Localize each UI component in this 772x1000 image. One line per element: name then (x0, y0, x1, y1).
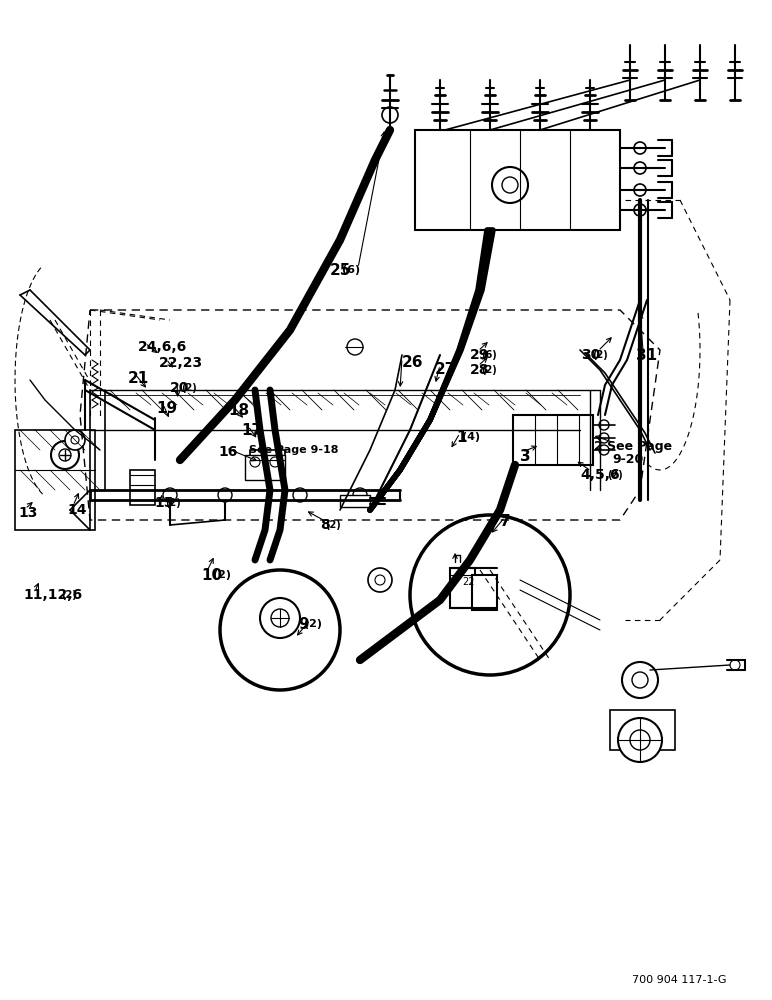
Text: See Page 9-18: See Page 9-18 (249, 445, 338, 455)
Text: 27: 27 (435, 362, 456, 377)
Text: (2): (2) (165, 498, 181, 508)
Circle shape (599, 420, 609, 430)
Circle shape (599, 433, 609, 443)
Text: 11,12,6: 11,12,6 (23, 588, 82, 602)
Text: 10: 10 (201, 568, 222, 583)
Text: 21: 21 (128, 371, 149, 386)
Circle shape (375, 575, 385, 585)
Circle shape (632, 672, 648, 688)
Text: (2): (2) (592, 350, 608, 360)
Circle shape (260, 598, 300, 638)
Text: (2): (2) (481, 365, 496, 375)
Text: 20: 20 (170, 381, 189, 395)
Text: 14: 14 (67, 503, 86, 517)
Circle shape (634, 184, 646, 196)
Text: 17: 17 (241, 423, 262, 438)
Bar (610, 710, 675, 750)
Text: (2): (2) (326, 520, 341, 530)
Text: 8: 8 (320, 518, 330, 532)
Text: 29: 29 (470, 348, 489, 362)
Text: (4): (4) (462, 432, 480, 442)
Text: 26: 26 (402, 355, 424, 370)
Bar (250, 450, 285, 470)
Text: 2 See Page: 2 See Page (594, 440, 672, 453)
Text: 30: 30 (581, 348, 601, 362)
Text: 18: 18 (228, 403, 249, 418)
Text: 28: 28 (470, 363, 489, 377)
Circle shape (220, 570, 340, 690)
Circle shape (634, 142, 646, 154)
Circle shape (353, 488, 367, 502)
Bar (15, 430, 95, 530)
Text: (6): (6) (342, 265, 361, 275)
Bar (513, 415, 593, 465)
Circle shape (51, 441, 79, 469)
Circle shape (65, 430, 85, 450)
Circle shape (382, 107, 398, 123)
Bar (472, 575, 497, 610)
Bar (245, 455, 285, 480)
Circle shape (410, 515, 570, 675)
Circle shape (71, 436, 79, 444)
Text: 16: 16 (218, 445, 237, 459)
Text: (2): (2) (213, 570, 231, 580)
Circle shape (502, 177, 518, 193)
Bar (340, 495, 370, 507)
Text: 15: 15 (154, 496, 174, 510)
Circle shape (163, 488, 177, 502)
Text: 13: 13 (18, 506, 37, 520)
Circle shape (250, 457, 260, 467)
Circle shape (347, 339, 363, 355)
Bar (450, 568, 475, 608)
Text: 22: 22 (462, 577, 475, 587)
Text: 700 904 117-1-G: 700 904 117-1-G (632, 975, 726, 985)
Text: (2): (2) (181, 383, 197, 393)
Circle shape (618, 718, 662, 762)
Circle shape (599, 445, 609, 455)
Text: 4,5,6: 4,5,6 (580, 468, 620, 482)
Text: (2): (2) (62, 590, 77, 600)
Text: 9: 9 (298, 617, 309, 632)
Text: (2): (2) (608, 470, 623, 480)
Text: 25: 25 (330, 263, 351, 278)
Circle shape (59, 449, 71, 461)
Circle shape (368, 568, 392, 592)
Text: 22,23: 22,23 (159, 356, 203, 370)
Text: 3: 3 (520, 449, 530, 464)
Circle shape (218, 488, 232, 502)
Circle shape (270, 457, 280, 467)
Text: (2): (2) (304, 619, 322, 629)
Text: 24,6,6: 24,6,6 (138, 340, 188, 354)
Circle shape (492, 167, 528, 203)
Text: 19: 19 (156, 401, 177, 416)
Bar (415, 130, 620, 230)
Circle shape (730, 660, 740, 670)
Text: 7: 7 (500, 514, 510, 529)
Text: 9-20: 9-20 (612, 453, 643, 466)
Text: 1: 1 (456, 430, 466, 445)
Circle shape (634, 204, 646, 216)
Circle shape (630, 730, 650, 750)
Text: (6): (6) (481, 350, 496, 360)
Text: 31: 31 (636, 348, 657, 363)
Bar (130, 470, 155, 505)
Circle shape (634, 162, 646, 174)
Circle shape (293, 488, 307, 502)
Circle shape (622, 662, 658, 698)
Circle shape (271, 609, 289, 627)
